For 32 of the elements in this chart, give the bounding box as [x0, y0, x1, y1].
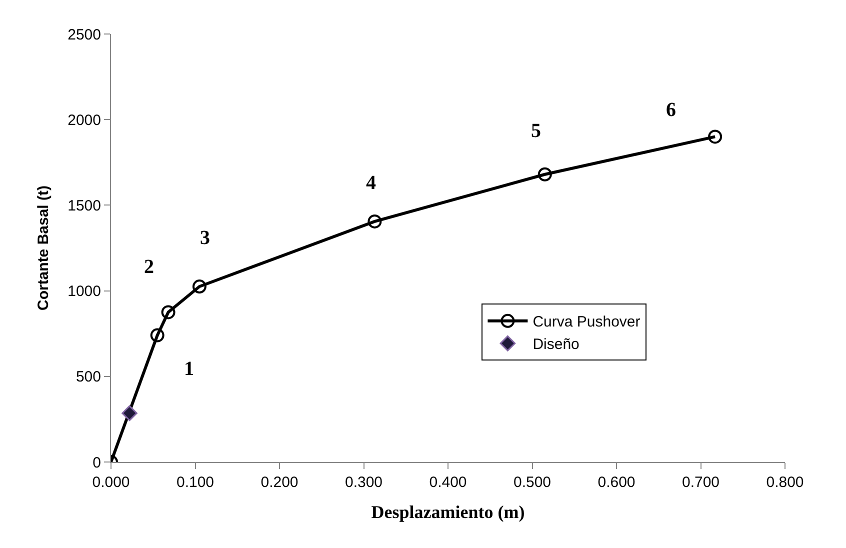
legend-label: Curva Pushover — [532, 314, 640, 331]
y-tick-label: 2000 — [68, 112, 101, 129]
point — [161, 305, 176, 320]
x-tick-label: 0.200 — [260, 474, 298, 491]
x-tick-label: 0.000 — [92, 474, 130, 491]
x-tick-label: 0.600 — [598, 474, 636, 491]
y-tick-label: 0 — [92, 454, 101, 472]
point — [192, 280, 206, 294]
annotation: 4 — [366, 172, 376, 194]
point — [122, 405, 138, 422]
x-tick-label: 0.300 — [344, 474, 383, 491]
y-axis-title: Cortante Basal (t) — [34, 185, 52, 311]
y-tick-label: 1500 — [68, 197, 101, 214]
annotation: 3 — [200, 227, 210, 249]
point — [368, 214, 382, 228]
y-tick-label: 1000 — [68, 283, 101, 300]
y-tick-label: 500 — [76, 368, 101, 386]
x-tick-label: 0.500 — [513, 474, 552, 491]
point — [538, 167, 552, 182]
x-tick-label: 0.100 — [176, 474, 214, 491]
point — [708, 130, 722, 144]
annotation: 1 — [184, 358, 194, 380]
annotation: 6 — [666, 99, 676, 121]
y-tick-label: 2500 — [68, 26, 101, 44]
x-tick-label: 0.800 — [766, 474, 804, 491]
point — [150, 328, 164, 342]
legend-label: Diseño — [532, 336, 580, 354]
x-tick-label: 0.700 — [682, 474, 720, 491]
x-tick-label: 0.400 — [429, 474, 467, 491]
x-axis-title: Desplazamiento (m) — [371, 502, 525, 522]
annotation: 5 — [531, 120, 541, 142]
annotation: 2 — [144, 256, 154, 278]
